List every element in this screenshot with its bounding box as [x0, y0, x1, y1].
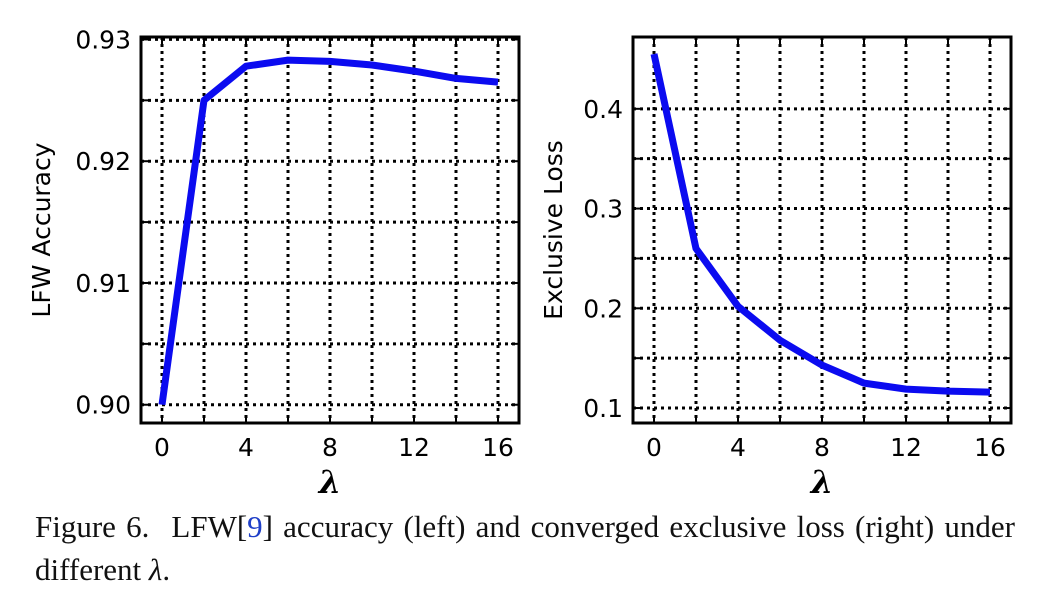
y-tick-label: 0.93 — [75, 25, 131, 54]
y-tick-label: 0.2 — [583, 294, 623, 323]
x-tick-label: 12 — [398, 433, 430, 462]
caption-text-2: ] accuracy (left) and converged exclusiv… — [35, 509, 1015, 587]
figure: 0 4 8 12 16 0.90 0.91 0.92 0.93 λ LFW Accuracy 0 4 8 1… — [27, 25, 1013, 500]
chart-panel-2: 0 4 8 12 16 0.1 0.2 0.3 0.4 λ Exclusive Loss — [539, 35, 1013, 500]
x-axis-label: λ — [809, 463, 833, 500]
x-tick-label: 16 — [974, 433, 1006, 462]
x-tick-label: 8 — [814, 433, 830, 462]
figure-caption: Figure 6. LFW[9] accuracy (left) and conv… — [35, 505, 1015, 591]
chart-panel-1: 0 4 8 12 16 0.90 0.91 0.92 0.93 λ LFW Accuracy — [27, 25, 521, 500]
caption-lambda-symbol: λ — [148, 552, 163, 587]
caption-end: . — [162, 552, 171, 587]
series-line — [650, 53, 991, 396]
x-tick-label: 0 — [154, 433, 170, 462]
y-axis-label: Exclusive Loss — [539, 140, 568, 320]
x-tick-label: 12 — [890, 433, 922, 462]
y-tick-label: 0.4 — [583, 95, 623, 124]
x-axis-label: λ — [317, 463, 341, 500]
x-tick-label: 8 — [322, 433, 338, 462]
y-tick-label: 0.92 — [75, 147, 131, 176]
x-tick-label: 0 — [646, 433, 662, 462]
y-tick-label: 0.90 — [75, 391, 131, 420]
x-tick-label: 4 — [238, 433, 254, 462]
y-tick-label: 0.1 — [583, 394, 623, 423]
caption-prefix: Figure 6. — [35, 509, 150, 544]
caption-text-1: LFW[ — [171, 509, 248, 544]
x-tick-label: 4 — [730, 433, 746, 462]
y-axis-label: LFW Accuracy — [27, 142, 56, 317]
x-tick-label: 16 — [482, 433, 514, 462]
y-tick-label: 0.91 — [75, 269, 131, 298]
caption-reference-link[interactable]: 9 — [247, 509, 263, 544]
y-tick-label: 0.3 — [583, 195, 623, 224]
